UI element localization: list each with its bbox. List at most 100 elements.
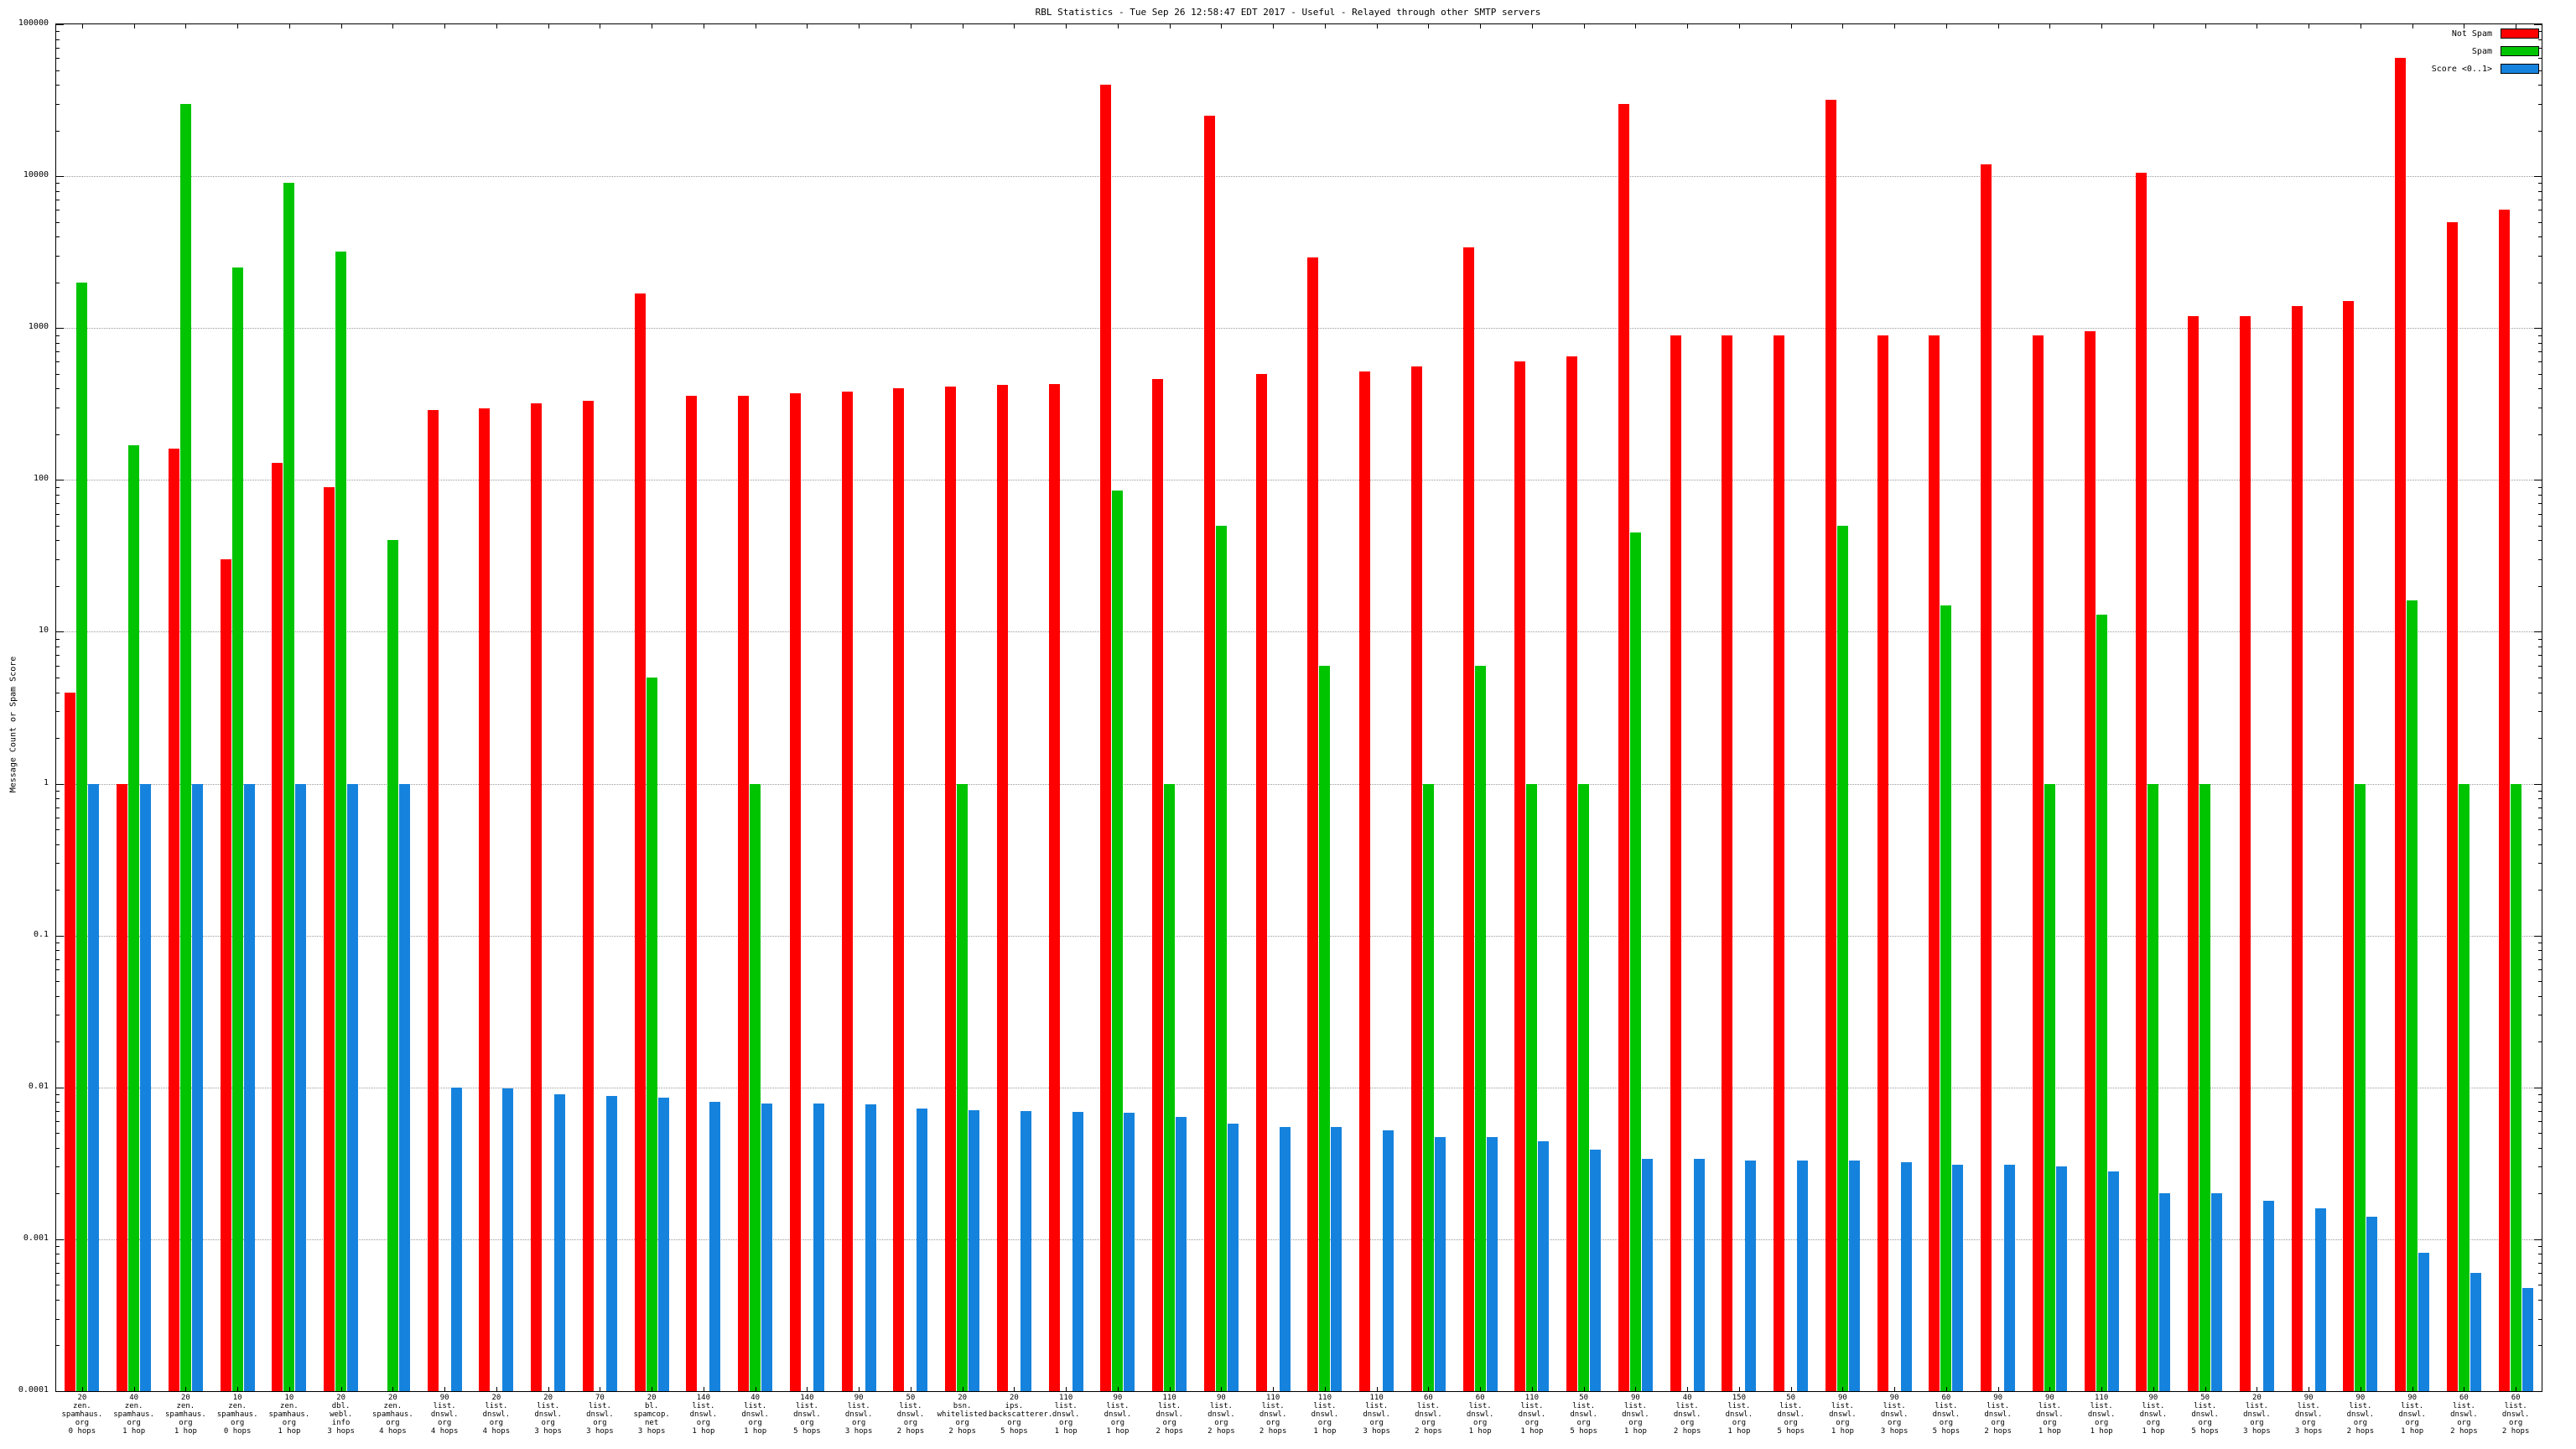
y-tick-minor: [56, 1273, 60, 1275]
x-tick: [288, 24, 290, 29]
x-tick-label-line: ips.: [1005, 1402, 1024, 1410]
bar-spam: [646, 677, 657, 1391]
y-tick-label: 10: [38, 626, 49, 636]
y-tick-minor: [2538, 525, 2542, 527]
x-tick-label-line: 90: [2355, 1394, 2366, 1402]
bar-score: [1848, 1160, 1860, 1391]
y-tick-minor: [2538, 655, 2542, 657]
x-tick-label: 40 zen. spamhaus. org 1 hop: [109, 1394, 159, 1436]
x-tick-label-line: list.: [1572, 1402, 1596, 1410]
y-tick-minor: [56, 388, 60, 390]
x-tick-label-line: 20: [180, 1394, 190, 1402]
x-tick-label-line: 90: [1837, 1394, 1847, 1402]
x-tick-label-line: 50: [1579, 1394, 1589, 1402]
bar-spam: [957, 783, 969, 1391]
x-tick-label-line: dnswl.: [2450, 1410, 2478, 1419]
y-tick-major: [2534, 783, 2542, 785]
x-tick-label-line: dnswl.: [2501, 1410, 2530, 1419]
x-tick-label-line: 20: [336, 1394, 346, 1402]
x-tick-label-line: 4 hops: [379, 1427, 407, 1436]
x-tick: [340, 24, 342, 29]
y-tick-minor: [2538, 221, 2542, 223]
x-tick-label-line: list.: [2090, 1402, 2113, 1410]
x-tick-label-line: 1 hop: [1468, 1427, 1492, 1436]
x-tick-label-line: 10: [284, 1394, 294, 1402]
x-tick-label-line: org: [2353, 1419, 2367, 1427]
x-tick-label-line: dnswl.: [689, 1410, 718, 1419]
x-tick-label: 90 list. dnswl. org 2 hops: [1973, 1394, 2023, 1436]
x-tick-label-line: org: [903, 1419, 917, 1427]
x-tick-label-line: list.: [1727, 1402, 1751, 1410]
y-tick-minor: [2538, 1133, 2542, 1135]
legend-swatch-score: [2501, 64, 2539, 74]
x-tick: [2153, 24, 2154, 29]
plot-area: [55, 23, 2542, 1392]
x-tick-label-line: spamhaus.: [61, 1410, 103, 1419]
x-tick-label-line: dnswl.: [1156, 1410, 1183, 1419]
legend-label-score: Score <0..1>: [2431, 64, 2492, 74]
x-tick-label-line: 20: [77, 1394, 87, 1402]
x-tick: [237, 1387, 239, 1391]
y-tick-major: [56, 783, 64, 785]
bar-score: [1900, 1162, 1912, 1391]
x-tick-label-line: list.: [1935, 1402, 1958, 1410]
x-tick-label-line: 110: [1058, 1394, 1073, 1402]
x-tick: [81, 1387, 83, 1391]
y-tick-minor: [56, 351, 60, 353]
y-tick-minor: [2538, 1120, 2542, 1122]
x-tick-label: 20 dbl. webl. info 3 hops: [316, 1394, 366, 1436]
x-tick: [1687, 24, 1689, 29]
bar-score: [605, 1095, 617, 1391]
x-tick-label-line: dnswl.: [2087, 1410, 2116, 1419]
bar-score: [2159, 1193, 2171, 1391]
x-tick: [1635, 1387, 1637, 1391]
x-tick-label-line: 3 hops: [844, 1427, 873, 1436]
y-tick-minor: [56, 494, 60, 496]
x-tick-label-line: dnswl.: [741, 1410, 769, 1419]
bar-score: [2470, 1273, 2481, 1391]
x-tick-label: 90 list. dnswl. org 2 hops: [1196, 1394, 1246, 1436]
y-tick-minor: [2538, 738, 2542, 740]
x-tick-label: 10 zen. spamhaus. org 0 hops: [212, 1394, 262, 1436]
x-tick-label-line: 0 hops: [68, 1427, 96, 1436]
x-tick-label-line: spamhaus.: [371, 1410, 413, 1419]
x-tick-label-line: list.: [2297, 1402, 2320, 1410]
y-tick-minor: [56, 434, 60, 435]
x-tick-label: 50 list. dnswl. org 5 hops: [2180, 1394, 2231, 1436]
x-tick-label-line: 90: [1113, 1394, 1123, 1402]
x-tick: [2153, 1387, 2154, 1391]
bar-not-spam: [738, 395, 750, 1391]
x-tick: [496, 1387, 497, 1391]
x-tick-label-line: 20: [387, 1394, 397, 1402]
x-tick-label-line: org: [386, 1419, 400, 1427]
x-tick-label: 110 list. dnswl. org 3 hops: [1352, 1394, 1402, 1436]
bar-spam: [1112, 491, 1124, 1391]
bar-spam: [335, 251, 347, 1391]
bar-not-spam: [1514, 361, 1526, 1391]
y-tick-minor: [56, 48, 60, 49]
bar-not-spam: [65, 692, 76, 1391]
bar-score: [2262, 1200, 2274, 1391]
x-tick: [1221, 1387, 1223, 1391]
y-tick-minor: [56, 1246, 60, 1248]
y-tick-minor: [56, 798, 60, 800]
x-tick-label-line: org: [1887, 1419, 1902, 1427]
x-tick-label-line: list.: [588, 1402, 611, 1410]
x-tick: [1221, 24, 1223, 29]
x-tick-label-line: list.: [433, 1402, 456, 1410]
y-tick-major: [56, 24, 64, 25]
x-tick-label: 60 list. dnswl. org 1 hop: [1455, 1394, 1505, 1436]
x-tick-label-line: 110: [1317, 1394, 1332, 1402]
bar-not-spam: [1152, 379, 1164, 1391]
y-tick-minor: [2538, 1102, 2542, 1104]
x-tick: [807, 1387, 808, 1391]
x-tick-label-line: 3 hops: [637, 1427, 666, 1436]
bar-spam: [1474, 665, 1486, 1391]
x-tick-label: 90 list. dnswl. org 4 hops: [419, 1394, 470, 1436]
bar-spam: [179, 103, 191, 1391]
x-tick: [1894, 24, 1896, 29]
x-tick-label-line: 20: [958, 1394, 968, 1402]
x-tick-label-line: 140: [696, 1394, 710, 1402]
x-tick: [392, 1387, 394, 1391]
bar-score: [1434, 1137, 1446, 1391]
